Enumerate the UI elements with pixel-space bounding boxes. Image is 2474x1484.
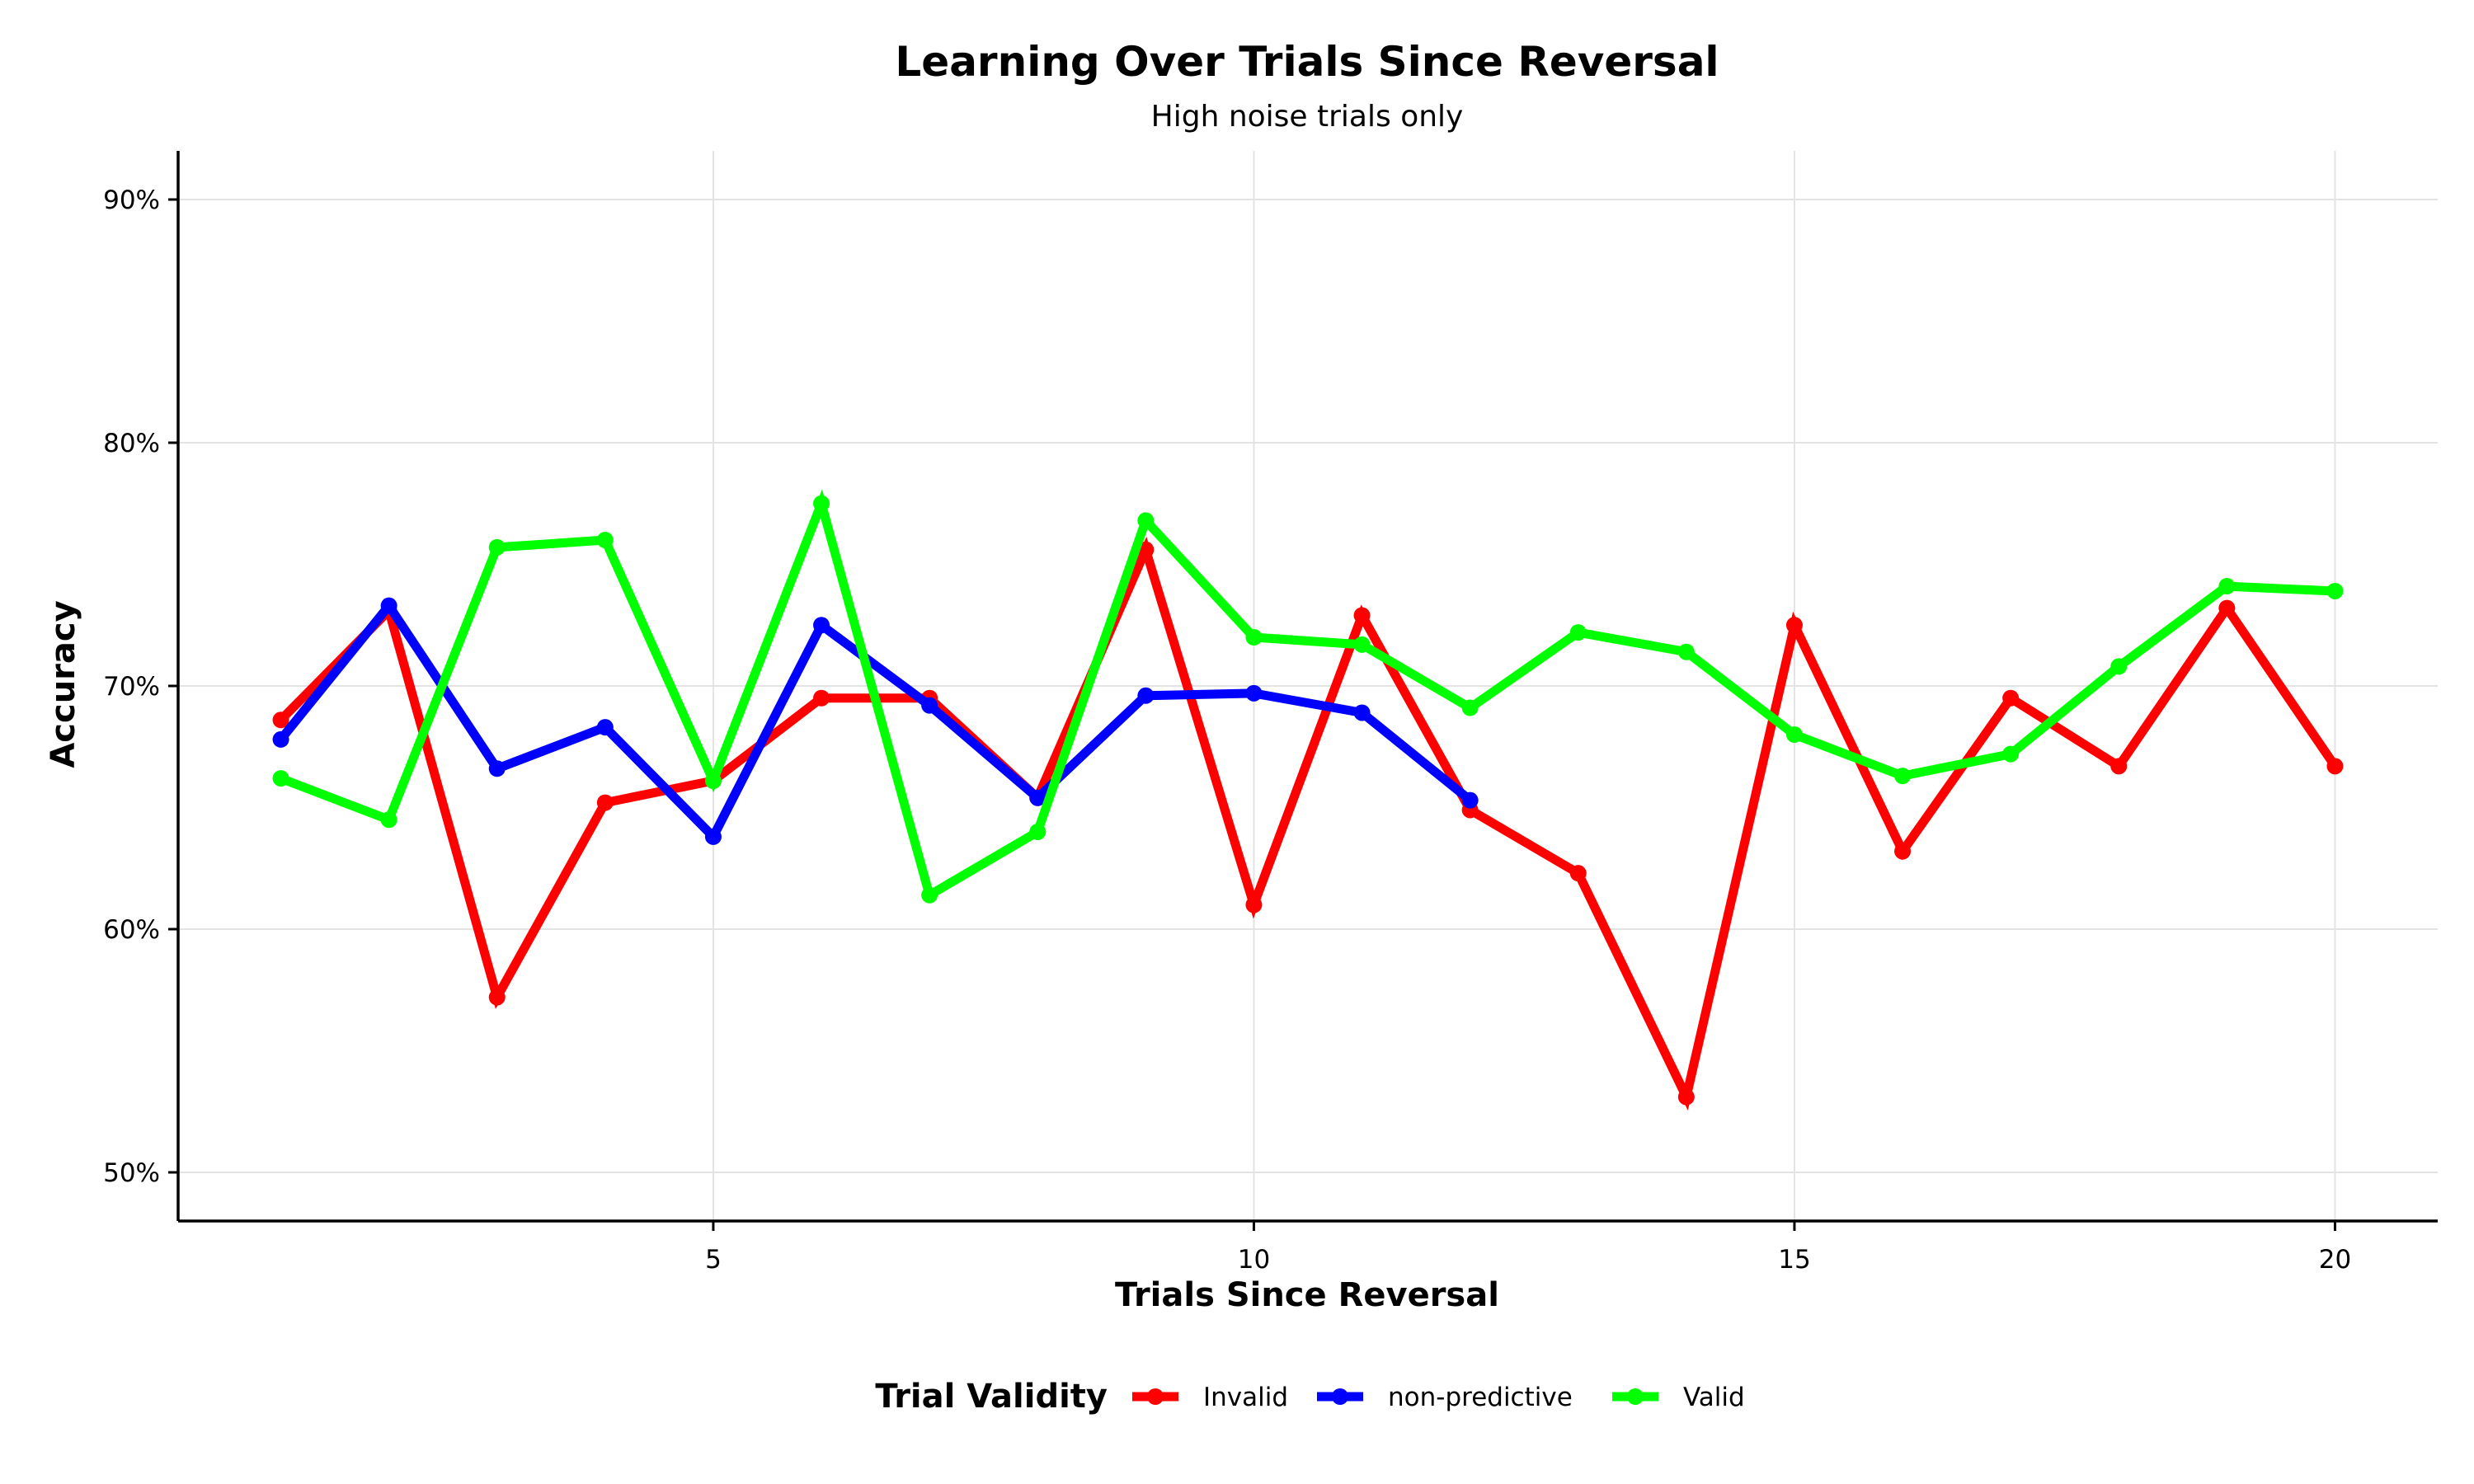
x-tick-label: 15 xyxy=(1778,1245,1810,1275)
legend-swatch-point xyxy=(1332,1388,1348,1405)
legend-item-valid: Valid xyxy=(1612,1383,1745,1412)
data-point-invalid xyxy=(596,794,614,811)
data-point-non-predictive xyxy=(272,730,289,748)
data-point-non-predictive xyxy=(1029,789,1047,806)
data-point-valid xyxy=(1569,624,1587,641)
legend-label: Valid xyxy=(1683,1383,1745,1412)
data-point-valid xyxy=(2218,578,2236,595)
data-point-valid xyxy=(1137,512,1155,529)
x-axis-title: Trials Since Reversal xyxy=(1115,1276,1499,1314)
data-point-valid xyxy=(1785,726,1803,743)
data-point-invalid xyxy=(1785,617,1803,634)
legend-title: Trial Validity xyxy=(875,1378,1108,1416)
data-point-invalid xyxy=(488,989,506,1006)
y-tick-label: 50% xyxy=(103,1158,160,1188)
data-point-valid xyxy=(1461,699,1479,716)
legend-swatch-point xyxy=(1627,1388,1644,1405)
data-point-non-predictive xyxy=(1461,791,1479,809)
data-point-invalid xyxy=(1894,843,1912,860)
series-invalid xyxy=(272,536,2344,1111)
data-point-valid xyxy=(1677,643,1695,660)
data-point-valid xyxy=(1245,629,1263,646)
data-point-invalid xyxy=(813,689,830,707)
chart-title: Learning Over Trials Since Reversal xyxy=(895,38,1719,86)
data-point-valid xyxy=(272,770,289,787)
data-point-valid xyxy=(2002,745,2020,763)
data-point-invalid xyxy=(2110,758,2128,775)
x-tick-label: 20 xyxy=(2319,1245,2351,1275)
series-valid xyxy=(272,489,2344,904)
series-line-valid xyxy=(279,489,2335,903)
data-point-invalid xyxy=(1353,607,1371,624)
data-point-invalid xyxy=(272,711,289,729)
data-point-valid xyxy=(380,811,397,829)
y-tick-label: 60% xyxy=(103,915,160,945)
data-point-non-predictive xyxy=(380,597,397,614)
data-point-valid xyxy=(596,532,614,548)
legend-item-invalid: Invalid xyxy=(1132,1383,1288,1412)
data-point-invalid xyxy=(1569,865,1587,882)
legend-swatch-point xyxy=(1147,1388,1164,1405)
data-point-invalid xyxy=(2218,599,2236,617)
series-line-invalid xyxy=(277,536,2340,1111)
legend: Trial Validity Invalid non-predictive Vali… xyxy=(875,1378,1744,1416)
data-point-valid xyxy=(1029,824,1047,840)
data-point-valid xyxy=(921,886,938,904)
data-point-non-predictive xyxy=(1353,704,1371,721)
data-point-non-predictive xyxy=(921,697,938,714)
y-tick-label: 90% xyxy=(103,186,160,215)
series-non-predictive xyxy=(272,597,1479,845)
x-tick-label: 5 xyxy=(705,1245,722,1275)
axes: 50% 60% 70% 80% 90% 5 10 15 20 xyxy=(103,151,2438,1275)
data-point-non-predictive xyxy=(1137,687,1155,704)
data-point-valid xyxy=(704,773,722,790)
data-point-non-predictive xyxy=(1245,684,1263,702)
data-point-valid xyxy=(488,538,506,556)
x-tick-label: 10 xyxy=(1238,1245,1270,1275)
y-tick-label: 70% xyxy=(103,672,160,702)
data-point-invalid xyxy=(1677,1088,1695,1106)
data-point-non-predictive xyxy=(596,719,614,736)
y-axis-title: Accuracy xyxy=(45,600,82,768)
chart-subtitle: High noise trials only xyxy=(1151,100,1464,134)
data-point-valid xyxy=(1894,768,1912,785)
plot-series xyxy=(272,489,2344,1111)
data-point-valid xyxy=(1353,636,1371,653)
data-point-non-predictive xyxy=(704,828,722,845)
data-point-invalid xyxy=(2002,689,2020,707)
series-line-non-predictive xyxy=(277,598,1474,845)
legend-label: non-predictive xyxy=(1388,1383,1573,1412)
data-point-invalid xyxy=(1245,896,1263,913)
y-tick-label: 80% xyxy=(103,429,160,458)
data-point-invalid xyxy=(2326,758,2344,775)
data-point-non-predictive xyxy=(813,617,830,634)
data-point-non-predictive xyxy=(488,760,506,777)
data-point-valid xyxy=(2326,582,2344,599)
grid xyxy=(178,151,2438,1221)
data-point-valid xyxy=(2110,658,2128,675)
legend-label: Invalid xyxy=(1203,1383,1288,1412)
legend-item-non-predictive: non-predictive xyxy=(1317,1383,1573,1412)
data-point-valid xyxy=(813,495,830,512)
